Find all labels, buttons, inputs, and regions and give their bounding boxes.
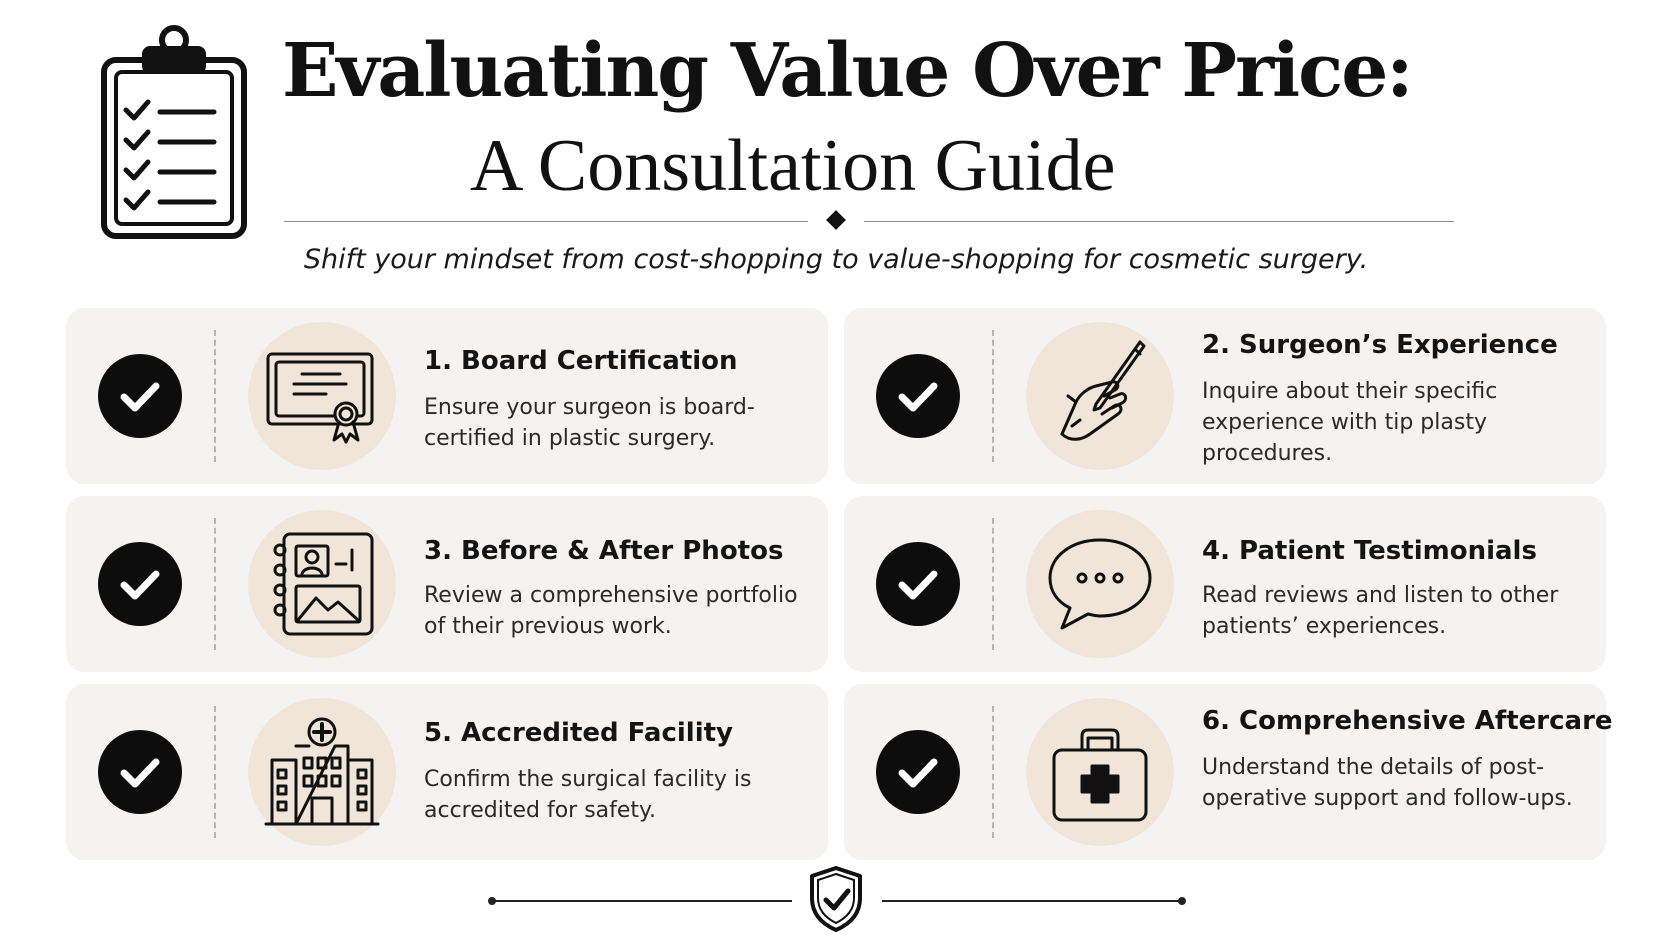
check-circle-icon — [876, 542, 960, 626]
check-circle-icon — [98, 354, 182, 438]
hand-scalpel-icon — [1026, 322, 1174, 470]
checklist-card-accredited-facility: 5. Accredited Facility Confirm the surgi… — [66, 684, 828, 860]
card-description: Ensure your surgeon is board-certified i… — [424, 395, 755, 451]
card-description: Inquire about their specific experience … — [1202, 379, 1498, 466]
footer-divider-left — [492, 900, 792, 902]
card-title: 4. Patient Testimonials — [1202, 536, 1537, 566]
check-circle-icon — [876, 730, 960, 814]
clipboard-checklist-icon — [101, 25, 247, 239]
photo-album-icon — [248, 510, 396, 658]
page-subtitle: Shift your mindset from cost-shopping to… — [303, 244, 1369, 275]
footer-dot — [1178, 897, 1186, 905]
diamond-icon — [826, 210, 846, 230]
header-divider-right — [864, 221, 1454, 222]
check-circle-icon — [876, 354, 960, 438]
card-title: 1. Board Certification — [424, 346, 738, 376]
check-circle-icon — [98, 542, 182, 626]
hospital-icon — [248, 698, 396, 846]
header-divider-left — [284, 221, 808, 222]
card-separator — [214, 518, 216, 650]
card-separator — [214, 706, 216, 838]
checklist-card-surgeon-experience: 2. Surgeon’s Experience Inquire about th… — [844, 308, 1606, 484]
page-title: Evaluating Value Over Price: — [282, 28, 1414, 114]
checklist-card-board-certification: 1. Board Certification Ensure your surge… — [66, 308, 828, 484]
certificate-icon — [248, 322, 396, 470]
shield-check-icon — [810, 866, 862, 932]
card-description: Understand the details of post-operative… — [1202, 755, 1573, 811]
medical-kit-icon — [1026, 698, 1174, 846]
card-separator — [992, 518, 994, 650]
card-description: Confirm the surgical facility is accredi… — [424, 767, 752, 823]
card-separator — [214, 330, 216, 462]
checklist-card-comprehensive-aftercare: 6. Comprehensive Aftercare Understand th… — [844, 684, 1613, 860]
footer-divider-right — [882, 900, 1182, 902]
page-title-secondary: A Consultation Guide — [470, 125, 1116, 207]
card-separator — [992, 706, 994, 838]
card-title: 3. Before & After Photos — [424, 536, 784, 566]
card-title: 6. Comprehensive Aftercare — [1202, 706, 1613, 736]
card-title: 5. Accredited Facility — [424, 718, 733, 748]
card-title: 2. Surgeon’s Experience — [1202, 330, 1558, 360]
checklist-card-patient-testimonials: 4. Patient Testimonials Read reviews and… — [844, 496, 1606, 672]
checklist-card-before-after-photos: 3. Before & After Photos Review a compre… — [66, 496, 828, 672]
card-description: Review a comprehensive portfolio of thei… — [424, 583, 798, 639]
card-separator — [992, 330, 994, 462]
check-circle-icon — [98, 730, 182, 814]
card-description: Read reviews and listen to other patient… — [1202, 583, 1559, 639]
speech-bubble-icon — [1026, 510, 1174, 658]
